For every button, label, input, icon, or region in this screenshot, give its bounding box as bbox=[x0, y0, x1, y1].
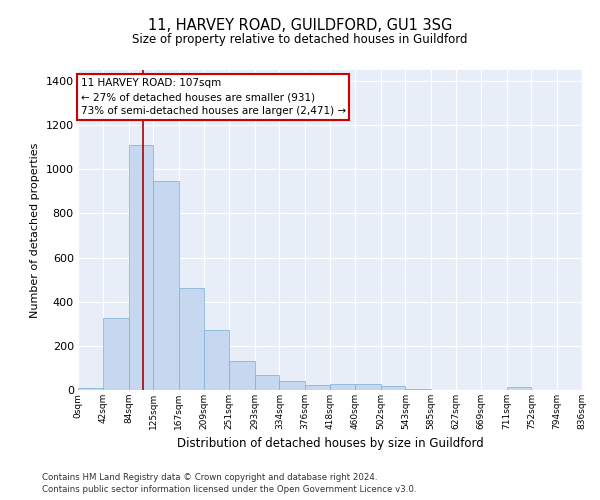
Text: Contains HM Land Registry data © Crown copyright and database right 2024.: Contains HM Land Registry data © Crown c… bbox=[42, 472, 377, 482]
Bar bbox=[154, 182, 179, 390]
Text: Size of property relative to detached houses in Guildford: Size of property relative to detached ho… bbox=[132, 32, 468, 46]
Text: Contains public sector information licensed under the Open Government Licence v3: Contains public sector information licen… bbox=[42, 485, 416, 494]
Y-axis label: Number of detached properties: Number of detached properties bbox=[30, 142, 40, 318]
Bar bbox=[406, 389, 431, 390]
Text: 11, HARVEY ROAD, GUILDFORD, GU1 3SG: 11, HARVEY ROAD, GUILDFORD, GU1 3SG bbox=[148, 18, 452, 32]
Bar bbox=[204, 330, 229, 390]
Bar bbox=[380, 386, 406, 390]
Bar bbox=[280, 381, 305, 390]
Bar bbox=[355, 384, 380, 390]
Bar bbox=[78, 388, 103, 390]
Bar bbox=[128, 145, 154, 390]
Bar bbox=[254, 374, 280, 390]
Bar bbox=[179, 288, 204, 390]
Text: 11 HARVEY ROAD: 107sqm
← 27% of detached houses are smaller (931)
73% of semi-de: 11 HARVEY ROAD: 107sqm ← 27% of detached… bbox=[80, 78, 346, 116]
X-axis label: Distribution of detached houses by size in Guildford: Distribution of detached houses by size … bbox=[176, 438, 484, 450]
Bar bbox=[330, 384, 355, 390]
Bar bbox=[305, 385, 330, 390]
Bar bbox=[506, 388, 532, 390]
Bar bbox=[229, 362, 254, 390]
Bar bbox=[103, 318, 128, 390]
